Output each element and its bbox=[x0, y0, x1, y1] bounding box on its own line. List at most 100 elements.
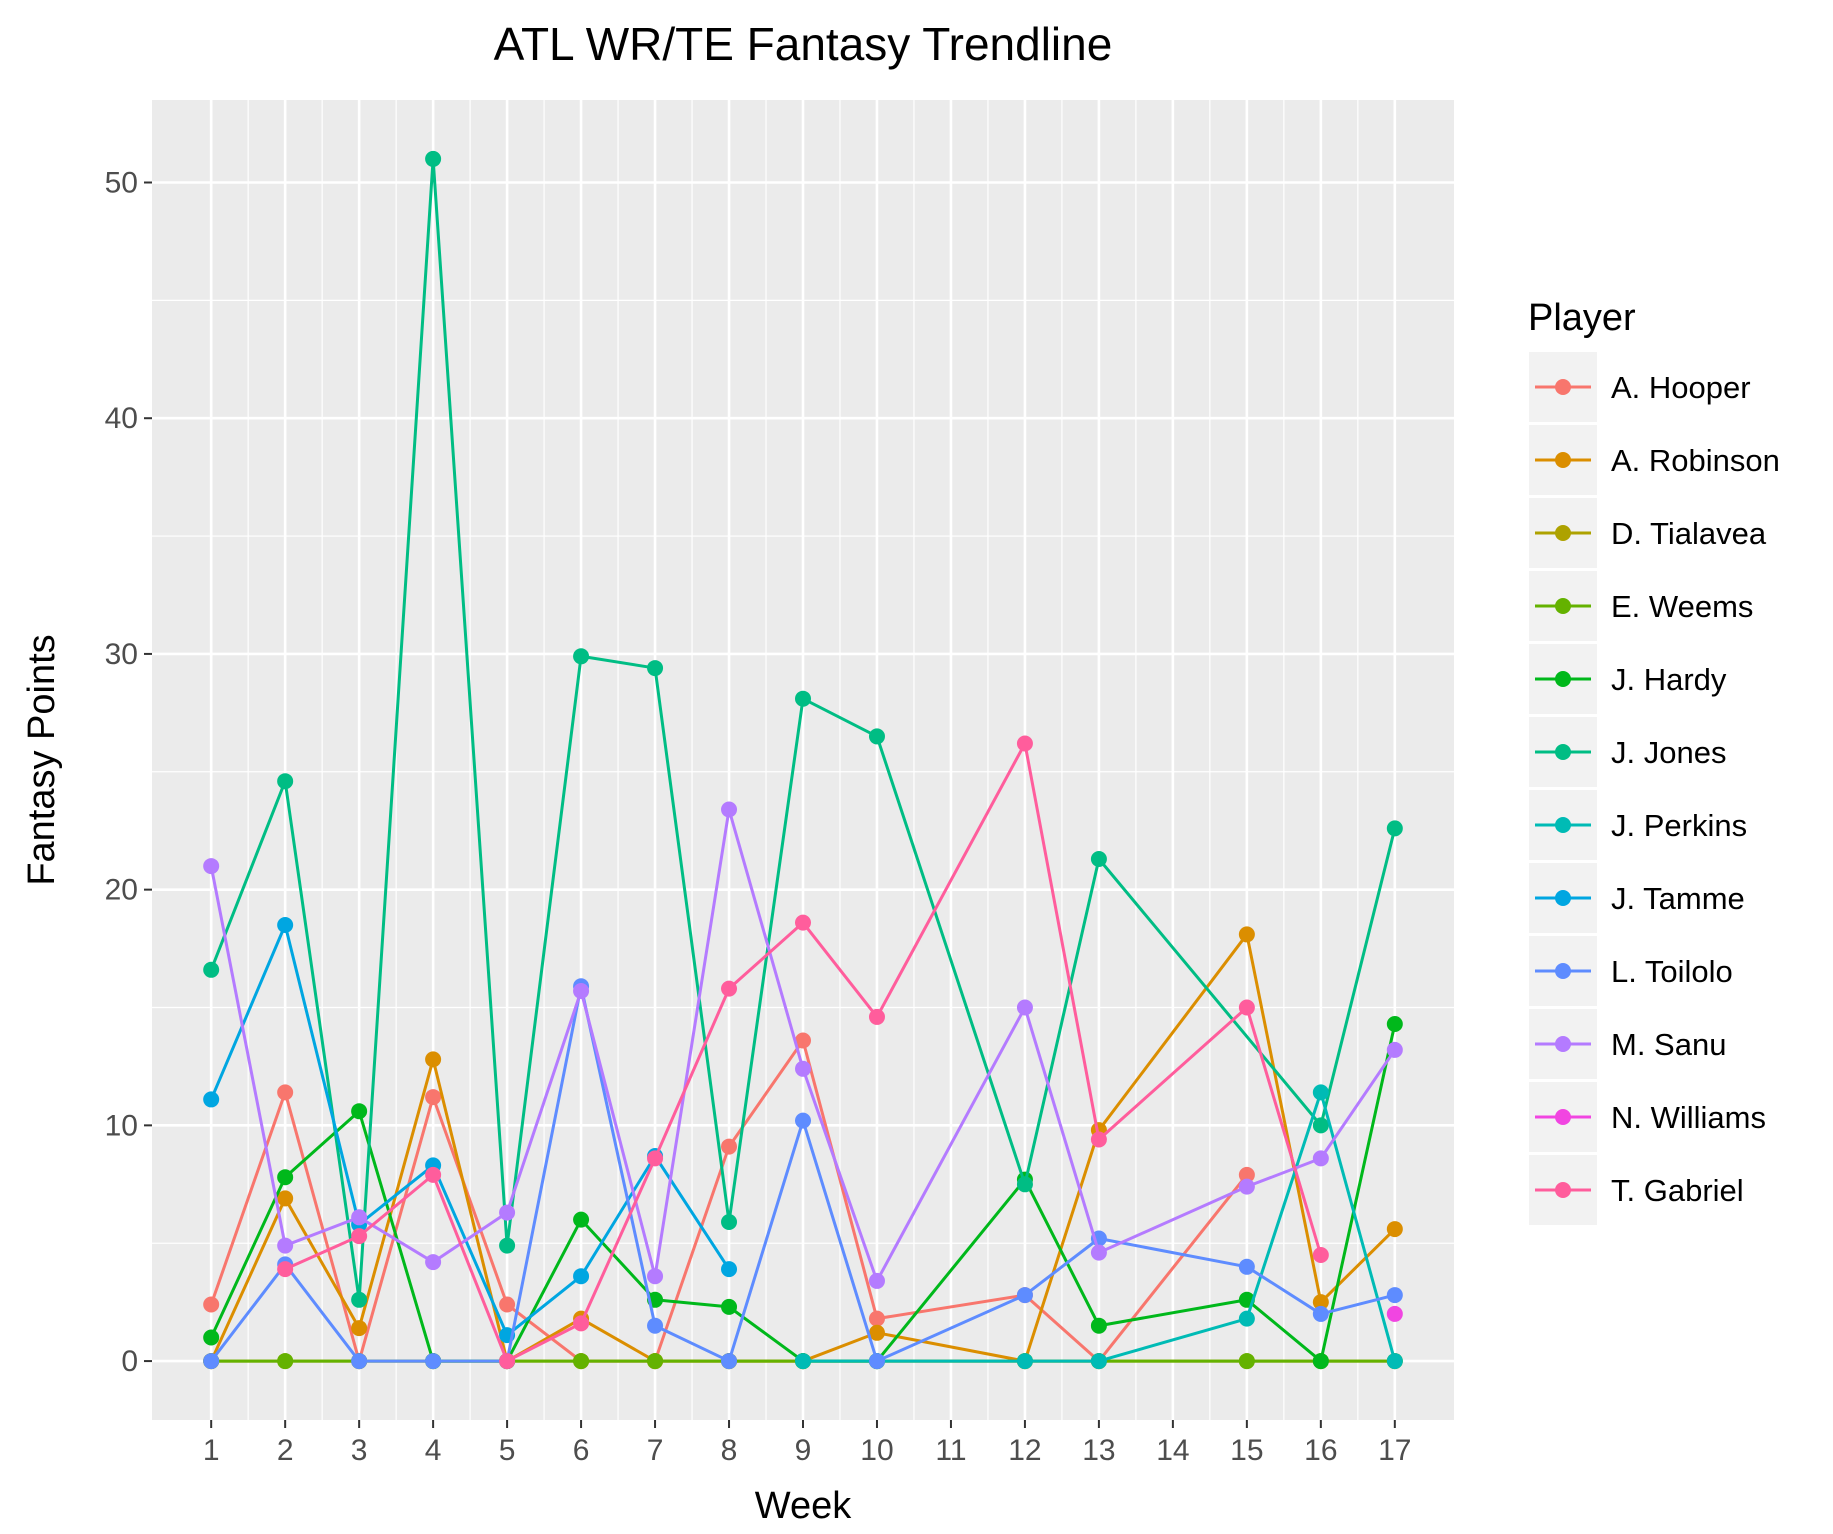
data-point bbox=[1312, 1084, 1329, 1101]
data-point bbox=[1238, 1353, 1255, 1370]
data-point bbox=[1238, 1310, 1255, 1327]
data-point bbox=[425, 1089, 442, 1106]
legend-key-point bbox=[1555, 598, 1571, 614]
data-point bbox=[351, 1103, 368, 1120]
data-point bbox=[277, 1190, 294, 1207]
data-point bbox=[1312, 1305, 1329, 1322]
x-tick-label: 16 bbox=[1304, 1434, 1337, 1467]
data-point bbox=[499, 1204, 516, 1221]
legend-label: D. Tialavea bbox=[1611, 516, 1767, 551]
legend-key-point bbox=[1555, 963, 1571, 979]
chart-title: ATL WR/TE Fantasy Trendline bbox=[494, 18, 1113, 70]
legend-item: T. Gabriel bbox=[1529, 1155, 1744, 1225]
data-point bbox=[1238, 1258, 1255, 1275]
x-tick-label: 14 bbox=[1156, 1434, 1189, 1467]
data-point bbox=[203, 1091, 220, 1108]
legend-item: L. Toilolo bbox=[1529, 936, 1733, 1006]
series-t-gabriel bbox=[277, 735, 1329, 1370]
data-point bbox=[1386, 1353, 1403, 1370]
data-point bbox=[1386, 1041, 1403, 1058]
legend-key-point bbox=[1555, 744, 1571, 760]
data-point bbox=[1312, 1353, 1329, 1370]
data-point bbox=[1016, 1287, 1033, 1304]
data-point bbox=[1312, 1294, 1329, 1311]
x-tick-label: 4 bbox=[425, 1434, 442, 1467]
x-tick-label: 2 bbox=[277, 1434, 294, 1467]
data-point bbox=[647, 1317, 664, 1334]
data-point bbox=[1016, 1176, 1033, 1193]
data-point bbox=[721, 801, 738, 818]
legend-label: A. Hooper bbox=[1611, 370, 1751, 405]
data-point bbox=[277, 1169, 294, 1186]
data-point bbox=[573, 1268, 590, 1285]
series-j-jones bbox=[203, 150, 1403, 1308]
data-point bbox=[795, 914, 811, 931]
data-point bbox=[1312, 1247, 1329, 1263]
grid-lines bbox=[152, 100, 1454, 1420]
data-point bbox=[1016, 999, 1033, 1016]
legend: A. Hooper A. Robinson D. Tialavea E. Weems J… bbox=[1529, 352, 1780, 1225]
legend-key-point bbox=[1555, 379, 1571, 395]
data-point bbox=[203, 1353, 220, 1370]
data-point bbox=[795, 1353, 811, 1370]
data-point bbox=[1090, 1317, 1107, 1334]
y-axis-label: Fantasy Points bbox=[21, 634, 63, 885]
legend-label: A. Robinson bbox=[1611, 443, 1780, 478]
y-tick-label: 10 bbox=[105, 1109, 138, 1142]
legend-label: N. Williams bbox=[1611, 1100, 1766, 1135]
data-point bbox=[1090, 1244, 1107, 1261]
x-tick-label: 15 bbox=[1230, 1434, 1263, 1467]
data-point bbox=[573, 648, 590, 665]
y-tick-label: 40 bbox=[105, 402, 138, 435]
data-point bbox=[1238, 1166, 1255, 1183]
legend-label: L. Toilolo bbox=[1611, 954, 1733, 989]
x-tick-label: 11 bbox=[935, 1434, 966, 1467]
data-point bbox=[203, 1329, 220, 1346]
data-point bbox=[1386, 1287, 1403, 1304]
series-line bbox=[209, 157, 1397, 1302]
data-point bbox=[1016, 735, 1033, 752]
data-point bbox=[721, 1298, 738, 1315]
data-point bbox=[351, 1228, 368, 1245]
data-point bbox=[868, 1324, 885, 1341]
data-point bbox=[647, 1268, 664, 1285]
data-point bbox=[425, 1353, 442, 1370]
legend-key-point bbox=[1555, 1182, 1571, 1198]
x-tick-label: 13 bbox=[1082, 1434, 1115, 1467]
data-point bbox=[1312, 1117, 1329, 1134]
legend-item: D. Tialavea bbox=[1529, 498, 1767, 568]
data-point bbox=[1090, 1353, 1107, 1370]
legend-label: J. Hardy bbox=[1611, 662, 1727, 697]
data-point bbox=[277, 1084, 294, 1101]
data-point bbox=[795, 690, 811, 707]
data-point bbox=[1238, 926, 1255, 943]
legend-label: T. Gabriel bbox=[1611, 1173, 1744, 1208]
data-point bbox=[1312, 1150, 1329, 1167]
data-point bbox=[203, 1296, 220, 1313]
data-point bbox=[499, 1296, 516, 1313]
data-point bbox=[721, 1261, 738, 1278]
data-point bbox=[1238, 999, 1255, 1016]
data-point bbox=[425, 1254, 442, 1271]
legend-item: N. Williams bbox=[1529, 1082, 1766, 1152]
data-point bbox=[277, 1353, 294, 1370]
x-tick-label: 3 bbox=[351, 1434, 368, 1467]
data-point bbox=[277, 773, 294, 790]
legend-key-point bbox=[1555, 452, 1571, 468]
x-axis-label: Week bbox=[755, 1485, 852, 1527]
data-point bbox=[647, 1150, 664, 1167]
legend-key-point bbox=[1555, 890, 1571, 906]
x-tick-label: 12 bbox=[1008, 1434, 1041, 1467]
legend-item: A. Hooper bbox=[1529, 352, 1751, 422]
data-point bbox=[1386, 820, 1403, 837]
legend-item: E. Weems bbox=[1529, 571, 1753, 641]
legend-item: J. Hardy bbox=[1529, 644, 1727, 714]
data-point bbox=[868, 1008, 885, 1025]
data-point bbox=[351, 1353, 368, 1370]
legend-item: A. Robinson bbox=[1529, 425, 1780, 495]
legend-key-point bbox=[1555, 1109, 1571, 1125]
data-point bbox=[573, 983, 590, 999]
data-point bbox=[868, 728, 885, 745]
